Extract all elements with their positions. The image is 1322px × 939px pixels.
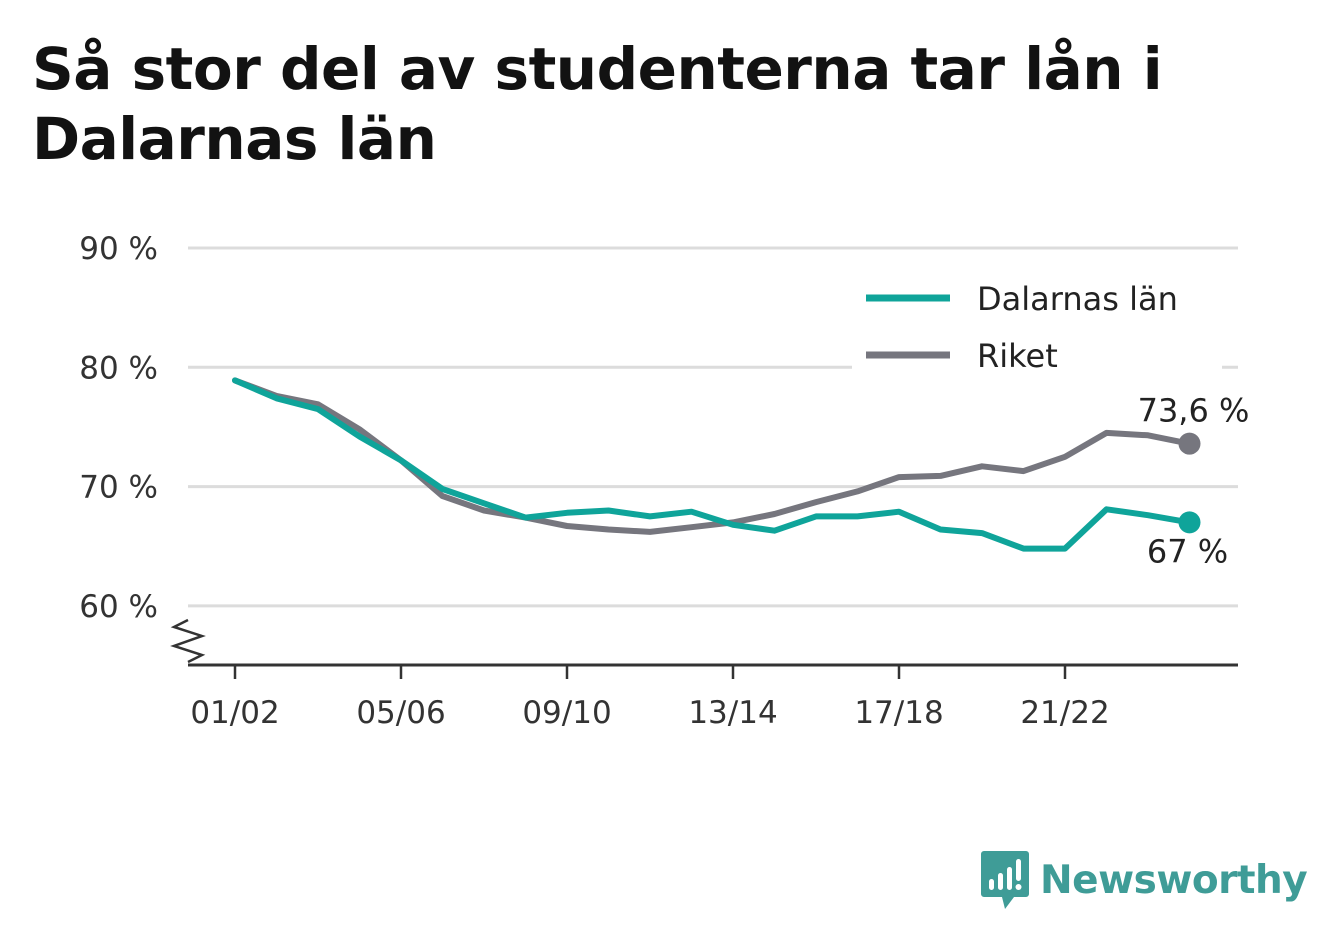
series-lines: [232, 377, 1201, 552]
legend-label: Dalarnas län: [977, 280, 1178, 318]
x-tick-label: 05/06: [356, 695, 445, 731]
legend-label: Riket: [977, 337, 1058, 375]
series-end-point: [1178, 511, 1201, 534]
y-tick-label: 90 %: [79, 231, 158, 267]
y-axis-ticks: 60 % 70 % 80 % 90 %: [79, 231, 206, 664]
newsworthy-brand: Newsworthy: [980, 848, 1308, 912]
y-axis-break-mark: [170, 618, 206, 664]
x-tick-label: 13/14: [688, 695, 777, 731]
brand-name: Newsworthy: [1040, 857, 1308, 903]
legend: Dalarnas län Riket: [852, 268, 1222, 380]
end-value-label: 73,6 %: [1138, 392, 1250, 430]
end-value-label: 67 %: [1147, 532, 1228, 570]
x-tick-label: 01/02: [190, 695, 279, 731]
series-end-point: [1178, 432, 1201, 455]
x-tick-label: 09/10: [522, 695, 611, 731]
newsworthy-logo-icon: [981, 851, 1029, 909]
series-line: [232, 377, 1193, 552]
chart-title: Så stor del av studenterna tar lån i Dal…: [32, 35, 1163, 173]
series-line: [232, 377, 1193, 535]
y-tick-label: 60 %: [79, 589, 158, 625]
x-tick-label: 17/18: [854, 695, 943, 731]
end-labels: 67 % 73,6 %: [1138, 392, 1250, 571]
x-tick-label: 21/22: [1020, 695, 1109, 731]
y-tick-label: 80 %: [79, 350, 158, 386]
y-tick-label: 70 %: [79, 470, 158, 506]
x-axis-ticks: 01/02 05/06 09/10 13/14 17/18 21/22: [190, 665, 1110, 731]
legend-background: [852, 268, 1222, 380]
